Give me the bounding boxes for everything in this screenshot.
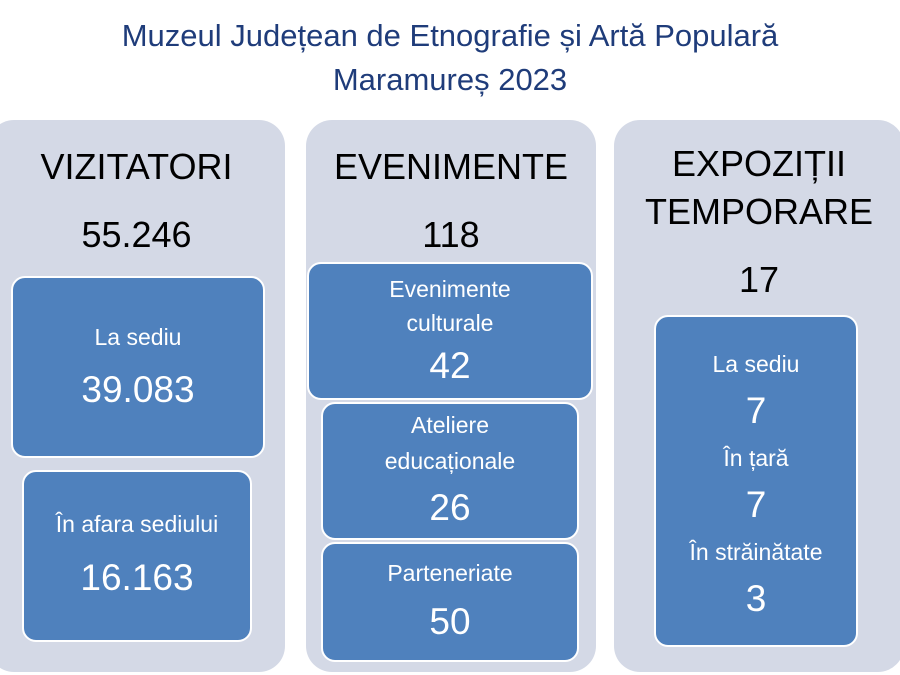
exhibitions-abroad-value: 3 (745, 578, 767, 619)
exhibitions-heading-line1: EXPOZIȚII (671, 143, 847, 184)
exhibitions-breakdown-box: La sediu 7 În țară 7 În străinătate 3 (654, 315, 858, 647)
exhibitions-total: 17 (738, 259, 780, 300)
events-partnerships-label: Parteneriate (387, 560, 513, 586)
events-partnerships-box: Parteneriate 50 (321, 542, 579, 662)
visitors-offsite-value: 16.163 (80, 557, 194, 598)
exhibitions-panel: EXPOZIȚII TEMPORARE 17 La sediu 7 În țar… (614, 120, 900, 672)
events-panel: EVENIMENTE 118 Evenimente culturale 42 A… (306, 120, 596, 672)
exhibitions-heading-line2: TEMPORARE (644, 191, 874, 232)
visitors-onsite-label: La sediu (94, 324, 182, 350)
events-workshops-label-line2: educaționale (384, 448, 516, 474)
events-cultural-box: Evenimente culturale 42 (307, 262, 593, 400)
exhibitions-country-label: În țară (723, 445, 789, 471)
title-line-1: Muzeul Județean de Etnografie și Artă Po… (121, 18, 779, 53)
events-total: 118 (422, 214, 480, 255)
events-cultural-label-line2: culturale (406, 310, 494, 336)
events-workshops-label-line1: Ateliere (411, 412, 489, 438)
visitors-onsite-box: La sediu 39.083 (11, 276, 265, 458)
events-workshops-value: 26 (429, 487, 471, 528)
visitors-heading: VIZITATORI (40, 146, 233, 187)
visitors-total: 55.246 (81, 214, 192, 255)
exhibitions-onsite-value: 7 (745, 390, 767, 431)
events-heading: EVENIMENTE (333, 146, 569, 187)
exhibitions-onsite-label: La sediu (712, 351, 800, 377)
title-line-2: Maramureș 2023 (332, 62, 568, 97)
events-partnerships-value: 50 (429, 601, 471, 642)
events-workshops-box: Ateliere educaționale 26 (321, 402, 579, 540)
page-title: Muzeul Județean de Etnografie și Artă Po… (0, 14, 900, 102)
exhibitions-abroad-label: În străinătate (689, 539, 823, 565)
events-cultural-label-line1: Evenimente (389, 276, 511, 302)
events-cultural-value: 42 (429, 345, 471, 386)
visitors-onsite-value: 39.083 (81, 369, 195, 410)
visitors-panel: VIZITATORI 55.246 La sediu 39.083 În afa… (0, 120, 285, 672)
visitors-offsite-label: În afara sediului (55, 511, 219, 537)
exhibitions-country-value: 7 (745, 484, 767, 525)
visitors-offsite-box: În afara sediului 16.163 (22, 470, 252, 642)
